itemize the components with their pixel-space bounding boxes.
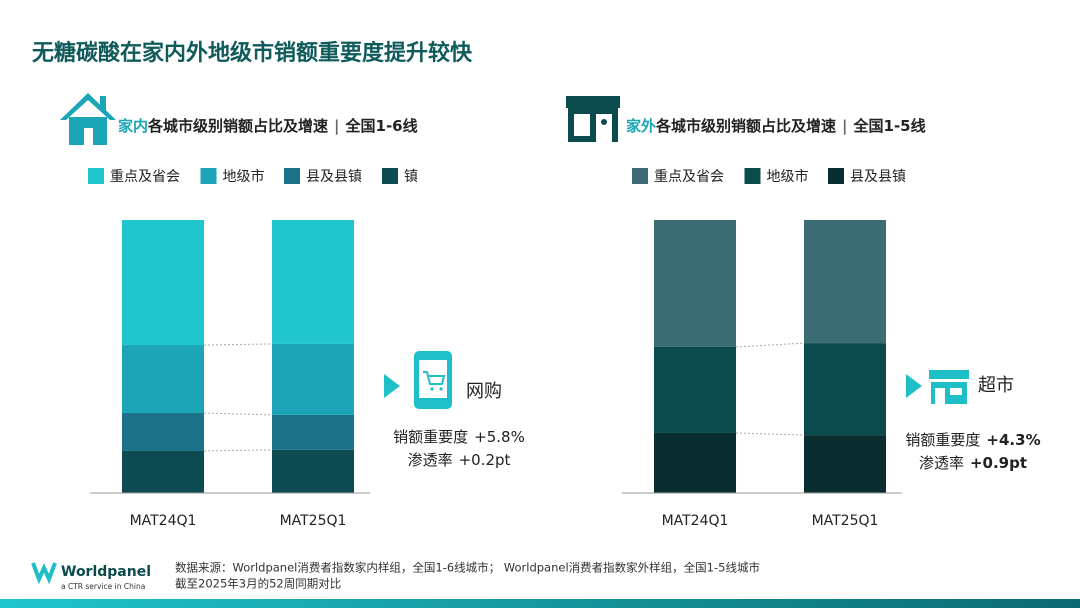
legend-label: 重点及省会 — [654, 169, 724, 185]
bar-segment — [122, 450, 204, 493]
connector — [203, 343, 273, 346]
legend-label: 镇 — [404, 169, 418, 185]
footer-band — [0, 599, 1080, 608]
legend-swatch — [200, 168, 217, 184]
bar-segment — [122, 413, 204, 451]
bar-segment — [654, 346, 736, 433]
connector — [735, 342, 805, 348]
legend-label: 地级市 — [223, 168, 265, 185]
legend-label: 地级市 — [767, 168, 809, 185]
annotation-text: 渗透率 — [408, 451, 453, 469]
bar-segment — [272, 414, 354, 450]
annotation-line: 渗透率 +0.9pt — [919, 454, 1027, 472]
annotation-value: +0.9pt — [970, 454, 1027, 472]
chart-subtitle: 家内各城市级别销额占比及增速 | 全国1-6线 — [118, 117, 418, 136]
annotation-text: 渗透率 — [919, 454, 964, 472]
phone-icon — [384, 351, 452, 409]
legend-label: 县及县镇 — [850, 169, 906, 185]
slide-title: 无糖碳酸在家内外地级市销额重要度提升较快 — [32, 40, 473, 66]
bar-segment — [272, 449, 354, 493]
x-tick-label: MAT24Q1 — [662, 513, 729, 529]
bar-segment — [272, 220, 354, 344]
legend-label: 重点及省会 — [110, 169, 180, 185]
connector — [203, 449, 273, 452]
annotation-line: 销额重要度 +4.3% — [905, 431, 1040, 449]
subtitle-part: | — [842, 117, 847, 136]
legend-swatch — [88, 168, 104, 184]
subtitle-part: 家内 — [118, 117, 148, 135]
subtitle-part: 全国1-6线 — [345, 117, 418, 135]
x-tick-label: MAT25Q1 — [812, 513, 879, 529]
annotation-text: 销额重要度 — [905, 431, 980, 449]
subtitle-part: 家外 — [626, 117, 656, 135]
annotation-line: 销额重要度 +5.8% — [393, 428, 525, 446]
annotation-text: 销额重要度 — [393, 428, 468, 446]
source-line: 截至2025年3月的52周同期对比 — [175, 577, 341, 591]
annotation-label: 网购 — [466, 381, 502, 402]
bar-segment — [272, 343, 354, 415]
supermarket-icon — [906, 370, 969, 404]
x-tick-label: MAT24Q1 — [130, 513, 197, 529]
legend-label: 县及县镇 — [306, 169, 362, 185]
annotation-value: +5.8% — [474, 428, 525, 446]
annotation-value: +4.3% — [986, 431, 1040, 449]
source-line: 数据来源：Worldpanel消费者指数家内样组，全国1-6线城市； World… — [175, 561, 760, 575]
bar-segment — [804, 343, 886, 436]
legend-swatch — [284, 168, 300, 184]
annotation-label: 超市 — [978, 375, 1014, 396]
bar-segment — [654, 432, 736, 493]
brand-sub: a CTR service in China — [61, 582, 145, 591]
house-icon — [60, 93, 116, 145]
annotation-line: 渗透率 +0.2pt — [408, 451, 511, 469]
chart-subtitle: 家外各城市级别销额占比及增速 | 全国1-5线 — [626, 117, 926, 136]
subtitle-part: 各城市级别销额占比及增速 — [655, 117, 836, 135]
subtitle-part: 全国1-5线 — [853, 117, 926, 135]
bar-segment — [122, 345, 204, 414]
logo-mark — [31, 562, 57, 585]
annotation-value: +0.2pt — [459, 451, 511, 469]
bar-segment — [122, 220, 204, 346]
shop-icon — [566, 96, 620, 142]
bar-segment — [804, 435, 886, 493]
connector — [203, 412, 273, 416]
legend-swatch — [382, 168, 398, 184]
legend-swatch — [632, 168, 648, 184]
brand: Worldpanel — [61, 564, 151, 580]
legend-swatch — [744, 168, 761, 184]
bar-segment — [654, 220, 736, 347]
bar-segment — [804, 220, 886, 344]
subtitle-part: | — [334, 117, 339, 136]
x-tick-label: MAT25Q1 — [280, 513, 347, 529]
connector — [735, 432, 805, 436]
subtitle-part: 各城市级别销额占比及增速 — [147, 117, 328, 135]
legend-swatch — [828, 168, 844, 184]
